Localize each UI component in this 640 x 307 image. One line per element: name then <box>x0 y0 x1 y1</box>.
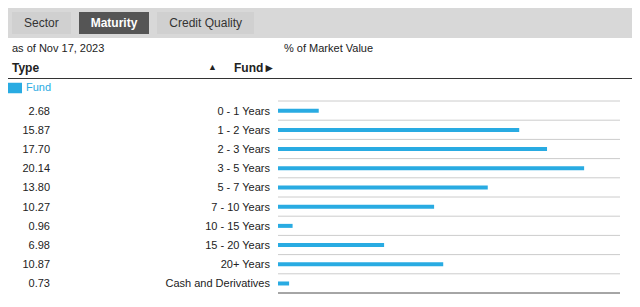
svg-text:3 - 5 Years: 3 - 5 Years <box>217 162 270 174</box>
svg-text:15 - 20 Years: 15 - 20 Years <box>205 239 270 251</box>
html-text:% of Market Value: % of Market Value <box>284 42 374 54</box>
svg-text:5 - 7 Years: 5 - 7 Years <box>217 181 270 193</box>
svg-text:7 - 10 Years: 7 - 10 Years <box>211 201 270 213</box>
svg-text:6.98: 6.98 <box>29 239 50 251</box>
svg-text:0 - 1 Years: 0 - 1 Years <box>217 105 270 117</box>
html-text:Fund: Fund <box>26 81 52 93</box>
html-text:Fund►: Fund► <box>234 61 276 75</box>
svg-text:10.27: 10.27 <box>22 201 50 213</box>
html-text:Type: Type <box>12 61 40 75</box>
svg-text:2.68: 2.68 <box>29 105 50 117</box>
svg-text:1 - 2 Years: 1 - 2 Years <box>217 124 270 136</box>
html-text:Sector: Sector <box>24 16 59 30</box>
svg-text:20+ Years: 20+ Years <box>221 258 271 270</box>
svg-text:17.70: 17.70 <box>22 143 50 155</box>
svg-text:0.73: 0.73 <box>29 277 50 289</box>
svg-text:2 - 3 Years: 2 - 3 Years <box>217 143 270 155</box>
svg-text:15.87: 15.87 <box>22 124 50 136</box>
svg-text:10 - 15 Years: 10 - 15 Years <box>205 220 270 232</box>
svg-text:20.14: 20.14 <box>22 162 50 174</box>
svg-text:10.87: 10.87 <box>22 258 50 270</box>
svg-text:13.80: 13.80 <box>22 181 50 193</box>
svg-text:Cash and Derivatives: Cash and Derivatives <box>165 277 270 289</box>
svg-text:0.96: 0.96 <box>29 220 50 232</box>
html-text:as of Nov 17, 2023: as of Nov 17, 2023 <box>12 42 105 54</box>
html-text:Credit Quality: Credit Quality <box>169 16 243 30</box>
html-text:Maturity: Maturity <box>90 16 138 30</box>
